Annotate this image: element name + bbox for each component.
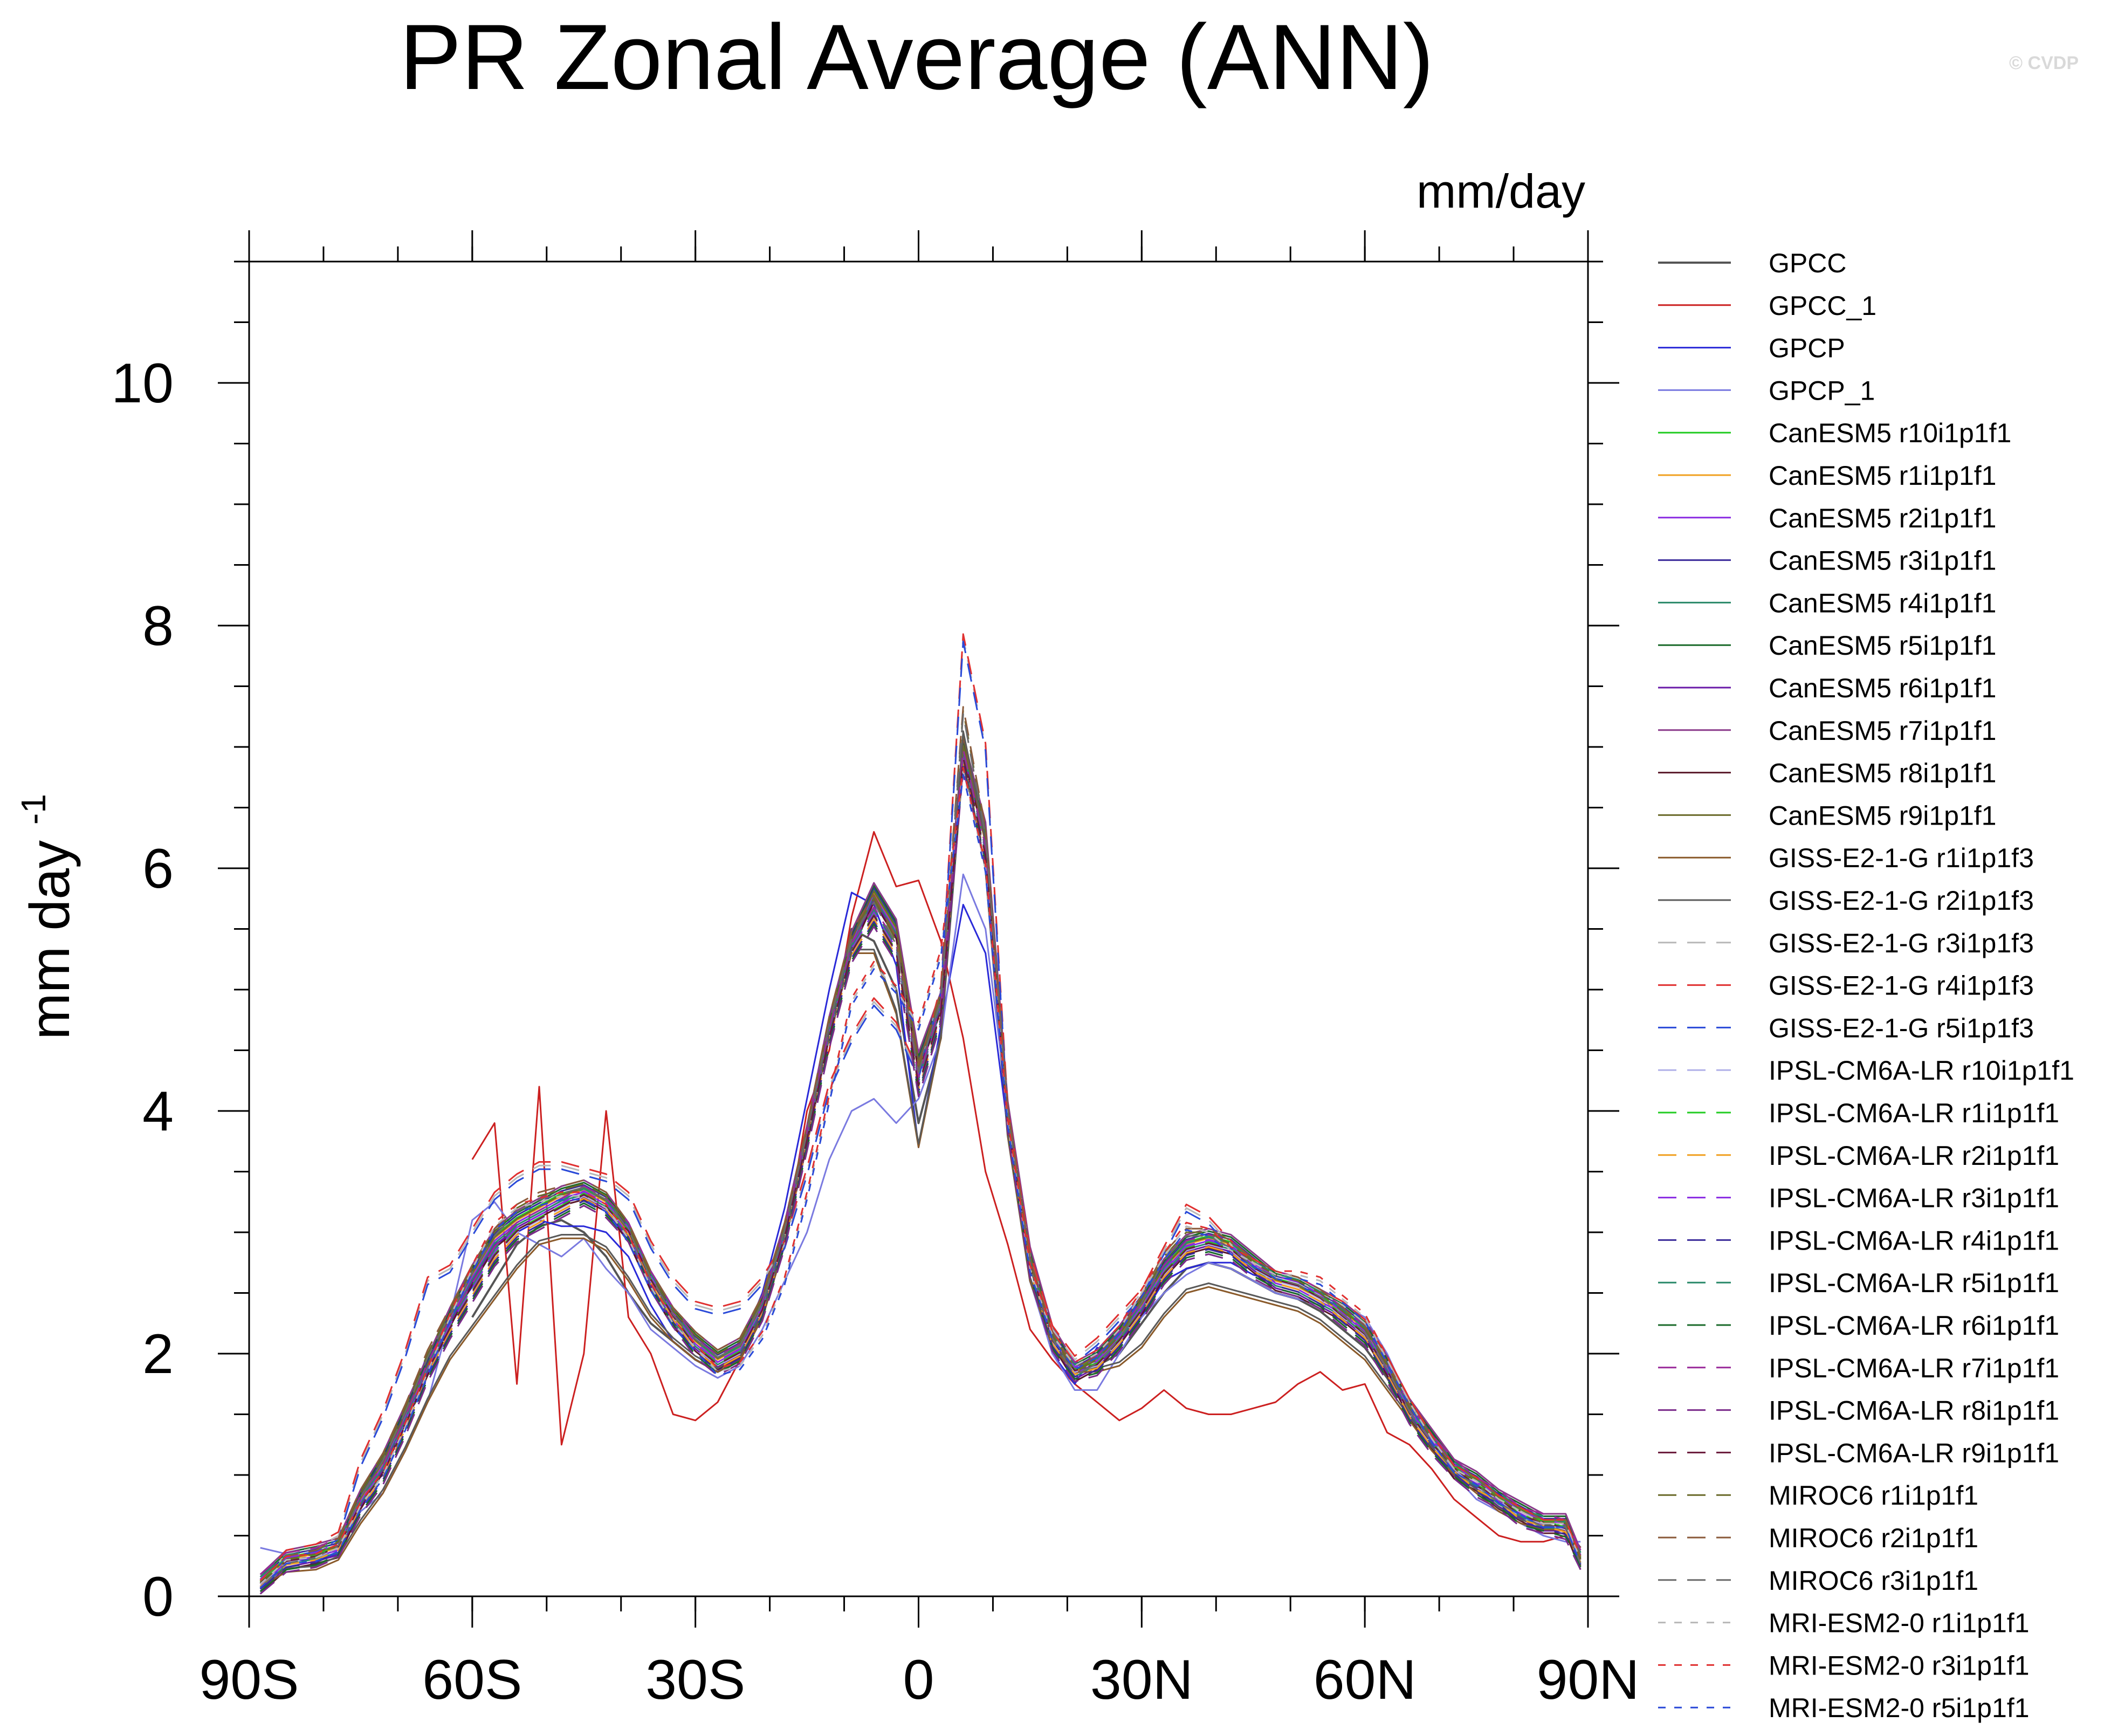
- y-axis-label-exponent: -1: [14, 794, 53, 825]
- series-line-ipsl-cm6a-lr-r2i1p1f1: [259, 760, 1582, 1588]
- y-axis-label: mm day: [19, 840, 81, 1040]
- legend-label: MIROC6 r2i1p1f1: [1769, 1523, 1978, 1553]
- y-tick-label: 4: [142, 1080, 174, 1143]
- legend-label: MIROC6 r1i1p1f1: [1769, 1480, 1978, 1511]
- series-line-miroc6-r3i1p1f1: [259, 713, 1582, 1589]
- x-tick-label: 90N: [1537, 1649, 1640, 1711]
- series-lines: [259, 633, 1582, 1595]
- legend-label: IPSL-CM6A-LR r1i1p1f1: [1769, 1098, 2059, 1128]
- legend-label: CanESM5 r3i1p1f1: [1769, 546, 1996, 576]
- series-line-ipsl-cm6a-lr-r9i1p1f1: [259, 757, 1582, 1584]
- legend-label: IPSL-CM6A-LR r8i1p1f1: [1769, 1396, 2059, 1426]
- legend-label: IPSL-CM6A-LR r3i1p1f1: [1769, 1183, 2059, 1213]
- x-tick-label: 60S: [422, 1649, 522, 1711]
- series-line-ipsl-cm6a-lr-r3i1p1f1: [259, 753, 1582, 1580]
- legend-label: CanESM5 r7i1p1f1: [1769, 716, 1996, 746]
- units-label: mm/day: [1417, 164, 1585, 218]
- legend-label: CanESM5 r8i1p1f1: [1769, 758, 1996, 788]
- legend-label: GPCP: [1769, 333, 1845, 363]
- y-tick-label: 8: [142, 595, 174, 657]
- series-line-gpcc-1: [471, 831, 1582, 1549]
- y-tick-label: 10: [111, 352, 174, 415]
- legend-label: IPSL-CM6A-LR r10i1p1f1: [1769, 1055, 2074, 1086]
- x-tick-label: 30N: [1090, 1649, 1193, 1711]
- y-tick-label: 2: [142, 1323, 174, 1385]
- legend-label: GISS-E2-1-G r3i1p1f3: [1769, 928, 2034, 958]
- legend-label: MIROC6 r3i1p1f1: [1769, 1566, 1978, 1596]
- series-line-mri-esm2-0-r5i1p1f1: [259, 774, 1582, 1589]
- legend-label: GISS-E2-1-G r1i1p1f3: [1769, 843, 2034, 873]
- legend-label: MRI-ESM2-0 r1i1p1f1: [1769, 1608, 2030, 1638]
- legend-label: GISS-E2-1-G r2i1p1f3: [1769, 886, 2034, 916]
- series-line-ipsl-cm6a-lr-r4i1p1f1: [259, 763, 1582, 1590]
- x-tick-label: 30S: [645, 1649, 745, 1711]
- legend-label: CanESM5 r4i1p1f1: [1769, 588, 1996, 618]
- x-tick-label: 0: [903, 1649, 934, 1711]
- y-tick-label: 6: [142, 838, 174, 900]
- legend-label: GPCC: [1769, 248, 1846, 278]
- legend-label: CanESM5 r6i1p1f1: [1769, 673, 1996, 703]
- legend-label: CanESM5 r10i1p1f1: [1769, 418, 2011, 448]
- legend-label: IPSL-CM6A-LR r6i1p1f1: [1769, 1310, 2059, 1341]
- series-line-ipsl-cm6a-lr-r5i1p1f1: [259, 751, 1582, 1578]
- legend-label: IPSL-CM6A-LR r5i1p1f1: [1769, 1268, 2059, 1298]
- legend-label: IPSL-CM6A-LR r4i1p1f1: [1769, 1225, 2059, 1255]
- legend-label: GPCC_1: [1769, 291, 1876, 321]
- axes: 90S 60S 30S 0 30N 60N 90N 0 2 4 6 8 10: [111, 230, 1639, 1711]
- y-tick-label: 0: [142, 1566, 174, 1628]
- series-line-miroc6-r2i1p1f1: [259, 706, 1582, 1581]
- x-tick-label: 90S: [199, 1649, 299, 1711]
- series-line-mri-esm2-0-r3i1p1f1: [259, 766, 1582, 1581]
- legend-label: IPSL-CM6A-LR r7i1p1f1: [1769, 1353, 2059, 1383]
- y-axis-title: mm day -1: [14, 794, 81, 1040]
- legend: GPCC GPCC_1 GPCP GPCP_1 CanESM5 r10i1p1f1 Can…: [1658, 248, 2074, 1723]
- chart-title: PR Zonal Average (ANN): [400, 5, 1434, 109]
- legend-label: CanESM5 r5i1p1f1: [1769, 630, 1996, 661]
- legend-label: GISS-E2-1-G r5i1p1f3: [1769, 1013, 2034, 1043]
- legend-label: MRI-ESM2-0 r5i1p1f1: [1769, 1693, 2030, 1723]
- legend-label: MRI-ESM2-0 r3i1p1f1: [1769, 1650, 2030, 1680]
- series-line-mri-esm2-0-r1i1p1f1: [259, 770, 1582, 1585]
- series-line-giss-e2-1-g-r2i1p1f3: [259, 730, 1582, 1584]
- svg-text:mm day -1: mm day -1: [14, 794, 81, 1040]
- x-tick-label: 60N: [1314, 1649, 1417, 1711]
- legend-label: CanESM5 r9i1p1f1: [1769, 800, 1996, 831]
- legend-label: CanESM5 r2i1p1f1: [1769, 503, 1996, 533]
- series-line-miroc6-r1i1p1f1: [259, 710, 1582, 1585]
- legend-label: GPCP_1: [1769, 375, 1875, 406]
- series-line-ipsl-cm6a-lr-r8i1p1f1: [259, 768, 1582, 1595]
- series-line-ipsl-cm6a-lr-r7i1p1f1: [259, 749, 1582, 1575]
- series-line-ipsl-cm6a-lr-r6i1p1f1: [259, 765, 1582, 1593]
- legend-label: GISS-E2-1-G r4i1p1f3: [1769, 971, 2034, 1001]
- legend-label: IPSL-CM6A-LR r9i1p1f1: [1769, 1438, 2059, 1468]
- legend-label: CanESM5 r1i1p1f1: [1769, 461, 1996, 491]
- legend-label: IPSL-CM6A-LR r2i1p1f1: [1769, 1141, 2059, 1171]
- watermark: © CVDP: [2009, 53, 2079, 73]
